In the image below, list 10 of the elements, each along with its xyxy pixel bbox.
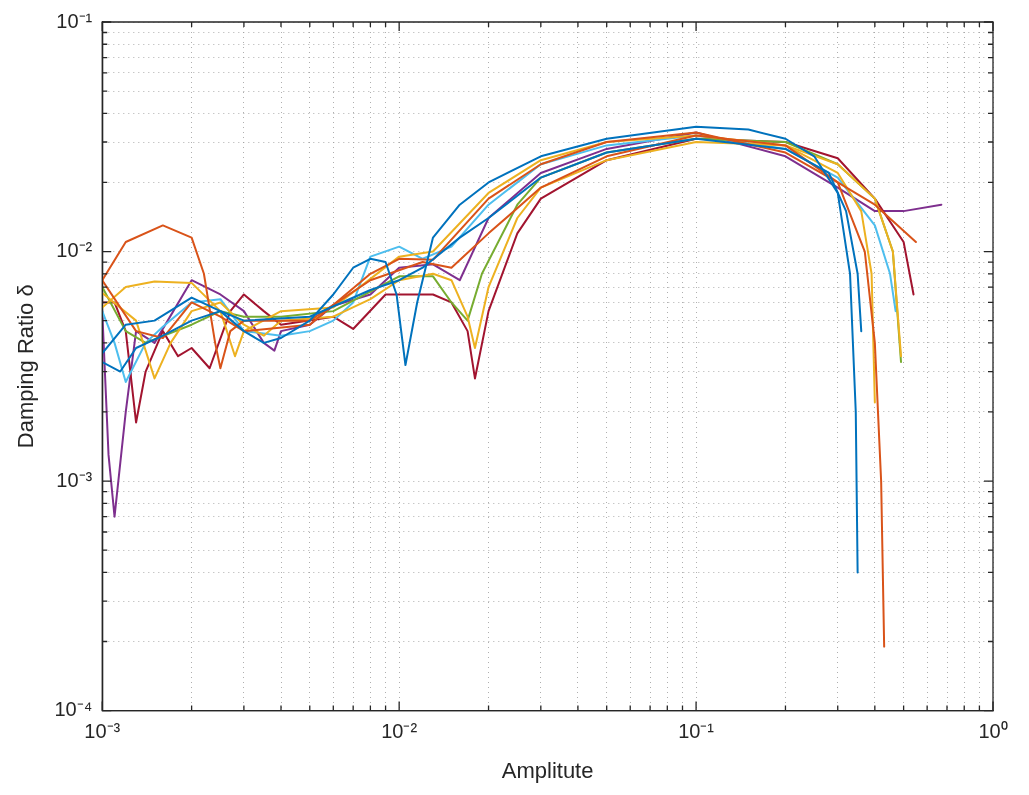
y-axis-title: Damping Ratio δ: [13, 284, 39, 449]
y-tick-label: 10⁻³: [56, 468, 93, 491]
x-tick-label: 10⁻²: [381, 720, 418, 743]
y-tick-label: 10⁻⁴: [54, 698, 93, 721]
x-axis-title: Amplitute: [501, 757, 594, 783]
x-tick-label: 10⁻³: [84, 720, 121, 743]
x-tick-label: 10⁻¹: [678, 720, 715, 743]
y-tick-label: 10⁻¹: [56, 9, 93, 32]
y-tick-label: 10⁻²: [56, 239, 93, 262]
x-tick-label: 10⁰: [978, 720, 1008, 743]
